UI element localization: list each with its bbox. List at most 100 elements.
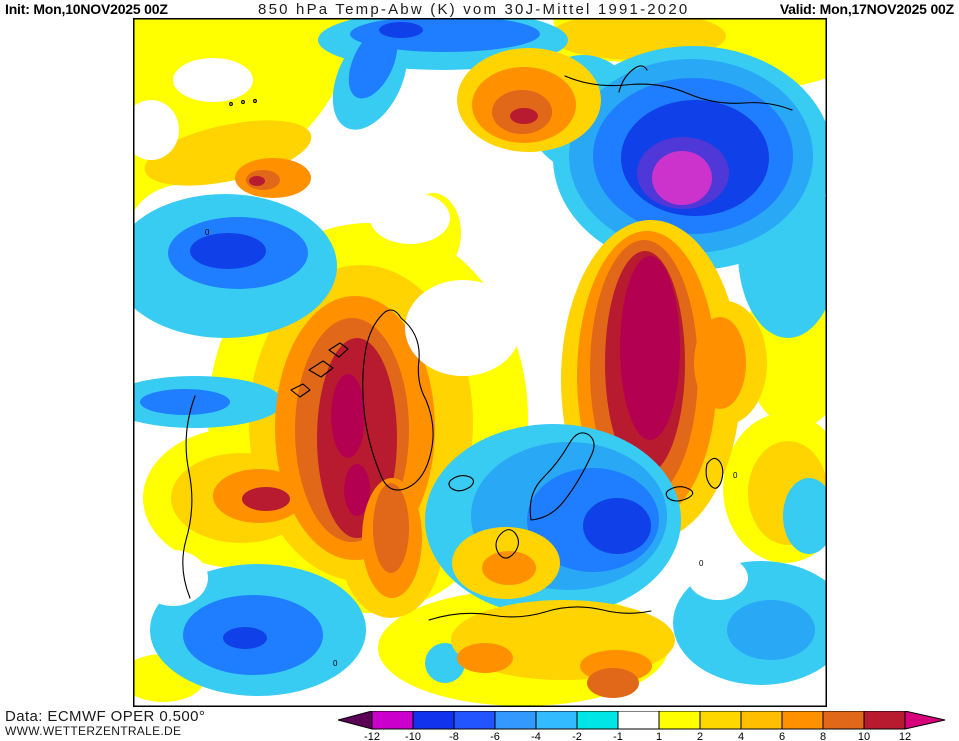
legend-segment bbox=[822, 710, 865, 730]
data-source: Data: ECMWF OPER 0.500° bbox=[5, 708, 206, 725]
extreme-cold-core bbox=[652, 151, 712, 205]
legend-segment bbox=[576, 710, 619, 730]
anomaly-blob bbox=[783, 478, 827, 554]
extreme-warm-core bbox=[331, 374, 365, 458]
anomaly-blob bbox=[727, 600, 815, 660]
legend-tick-label: 6 bbox=[779, 731, 785, 741]
warm-anomaly-west-europe bbox=[451, 527, 675, 698]
cold-anomaly-atlantic bbox=[150, 564, 366, 696]
legend-segment bbox=[658, 710, 701, 730]
zero-contour-label: 0 bbox=[205, 228, 210, 237]
anomaly-blob bbox=[425, 643, 465, 683]
extreme-warm-core bbox=[344, 464, 370, 516]
coastline-scandinavia bbox=[529, 432, 595, 521]
neutral-blob bbox=[133, 100, 179, 160]
legend-arrow-left bbox=[336, 710, 373, 730]
map-title: 850 hPa Temp-Abw (K) vom 30J-Mittel 1991… bbox=[258, 1, 690, 18]
legend-tick-label: 4 bbox=[738, 731, 744, 741]
legend-tick-label: 1 bbox=[656, 731, 662, 741]
anomaly-blob bbox=[583, 498, 651, 554]
aleutian-island-dot bbox=[253, 99, 257, 103]
legend-segment bbox=[863, 710, 906, 730]
cold-anomaly-north-pacific bbox=[133, 194, 337, 428]
anomaly-blob bbox=[482, 551, 536, 585]
anomaly-blob bbox=[249, 176, 265, 186]
coastline-novaya-zemlya bbox=[618, 65, 648, 93]
neutral-blob bbox=[173, 58, 253, 102]
anomaly-map: 0 0 0 0 bbox=[133, 18, 827, 707]
legend-segment bbox=[453, 710, 496, 730]
cold-anomaly-northwest-russia bbox=[528, 46, 827, 338]
legend-segment bbox=[412, 710, 455, 730]
legend-tick-label: 2 bbox=[697, 731, 703, 741]
zero-contour-label: 0 bbox=[699, 559, 704, 568]
anomaly-blob bbox=[379, 22, 423, 38]
cold-anomaly-polar-band bbox=[318, 18, 568, 130]
legend-svg: -12 -10 -8 -6 -4 -2 -1 1 2 4 6 8 10 12 bbox=[336, 710, 946, 741]
anomaly-blob bbox=[348, 27, 398, 99]
legend-tick-label: 10 bbox=[858, 731, 870, 741]
warm-anomaly-alaska bbox=[235, 158, 311, 198]
legend-segment bbox=[371, 710, 414, 730]
legend-tick-label: -1 bbox=[613, 731, 623, 741]
legend-segment bbox=[699, 710, 742, 730]
coastline-black-sea bbox=[665, 486, 694, 502]
extreme-warm-core bbox=[620, 256, 680, 440]
legend-segment bbox=[740, 710, 783, 730]
neutral-blob bbox=[405, 280, 521, 376]
anomaly-blob bbox=[457, 643, 513, 673]
legend-tick-label: 8 bbox=[820, 731, 826, 741]
anomaly-blob bbox=[510, 108, 538, 124]
anomaly-blob bbox=[140, 389, 230, 415]
coastline-north-america bbox=[182, 395, 196, 599]
coastline-canadian-arctic bbox=[328, 342, 349, 358]
coastline-greenland bbox=[362, 309, 434, 491]
coastline-canadian-arctic bbox=[290, 383, 311, 398]
legend-tick-label: -6 bbox=[490, 731, 500, 741]
coastline-caspian-sea bbox=[705, 457, 724, 489]
coastline-british-isles bbox=[495, 529, 520, 559]
anomaly-blob bbox=[242, 487, 290, 511]
neutral-blob bbox=[138, 550, 208, 606]
coastline-mediterranean bbox=[428, 606, 652, 621]
website-label: WWW.WETTERZENTRALE.DE bbox=[5, 724, 182, 738]
anomaly-blob bbox=[694, 317, 746, 409]
cold-anomaly-europe bbox=[425, 424, 681, 616]
anomaly-blob bbox=[373, 483, 409, 573]
coastline-siberia bbox=[564, 75, 793, 111]
legend-segment bbox=[494, 710, 537, 730]
neutral-blob bbox=[370, 192, 450, 244]
map-frame: 0 0 0 0 bbox=[133, 18, 827, 707]
coastline-canadian-arctic bbox=[308, 360, 334, 378]
aleutian-island-dot bbox=[229, 102, 233, 106]
legend-tick-label: -12 bbox=[364, 731, 380, 741]
coastlines: 0 0 0 0 bbox=[182, 65, 793, 668]
anomaly-blob bbox=[190, 233, 266, 269]
map-border bbox=[133, 18, 827, 707]
legend-tick-label: -2 bbox=[572, 731, 582, 741]
warm-anomaly-labrador bbox=[213, 469, 305, 523]
aleutian-island-dot bbox=[241, 100, 245, 104]
legend-segment bbox=[535, 710, 578, 730]
legend-segment bbox=[617, 710, 660, 730]
footer: Data: ECMWF OPER 0.500° WWW.WETTERZENTRA… bbox=[5, 709, 205, 738]
anomaly-blob bbox=[223, 627, 267, 649]
valid-time: Valid: Mon,17NOV2025 00Z bbox=[779, 1, 954, 17]
anomaly-blob bbox=[587, 668, 639, 698]
legend-tick-label: -10 bbox=[405, 731, 421, 741]
neutral-blob bbox=[688, 556, 748, 600]
coastline-iceland bbox=[448, 474, 475, 492]
warm-anomaly-bering bbox=[457, 48, 601, 152]
title-bar: Init: Mon,10NOV2025 00Z 850 hPa Temp-Abw… bbox=[0, 1, 959, 19]
init-time: Init: Mon,10NOV2025 00Z bbox=[5, 1, 168, 17]
color-scale-legend: -12 -10 -8 -6 -4 -2 -1 1 2 4 6 8 10 12 bbox=[336, 710, 959, 741]
warm-anomaly-greenland bbox=[275, 296, 435, 598]
legend-tick-label: -8 bbox=[449, 731, 459, 741]
zero-contour-label: 0 bbox=[733, 471, 738, 480]
zero-contour-label: 0 bbox=[333, 659, 338, 668]
legend-tick-label: 12 bbox=[899, 731, 911, 741]
legend-tick-label: -4 bbox=[531, 731, 541, 741]
legend-segment bbox=[781, 710, 824, 730]
legend-arrow-right bbox=[904, 710, 946, 730]
